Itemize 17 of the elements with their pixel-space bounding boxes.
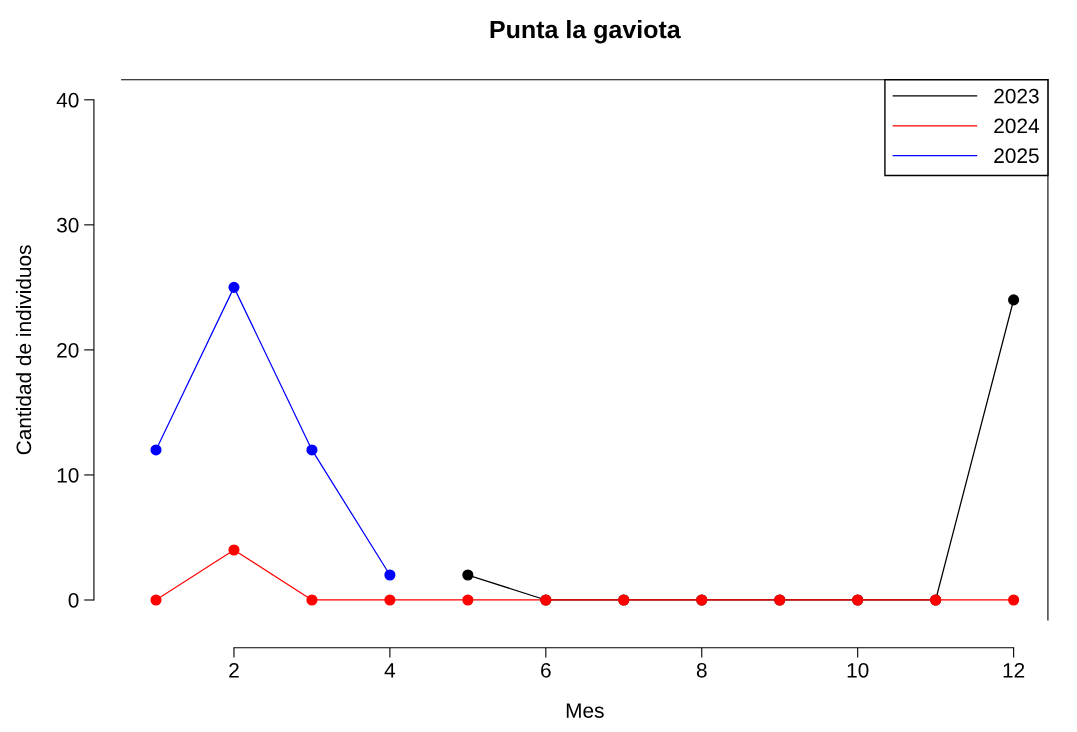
x-tick-label: 12 (1003, 662, 1025, 678)
x-tick-label: 4 (384, 663, 396, 678)
x-tick-label: 10 (847, 662, 869, 678)
y-tick-label: 10 (57, 467, 79, 483)
x-tick-label: 6 (541, 662, 551, 678)
legend-label: 2025 (994, 148, 1039, 164)
legend-label: 2024 (994, 118, 1039, 134)
y-axis-title: Cantidad de individuos (15, 245, 32, 455)
x-axis-title: Mes (566, 703, 604, 718)
chart-title: Punta la gaviota (490, 20, 681, 44)
x-tick-label: 8 (696, 662, 707, 678)
y-tick-label: 40 (56, 92, 79, 108)
legend-label: 2023 (994, 88, 1039, 104)
y-tick-label: 0 (68, 593, 79, 608)
x-tick-label: 2 (229, 662, 239, 678)
y-tick-label: 20 (57, 342, 79, 358)
y-tick-label: 30 (56, 217, 79, 233)
